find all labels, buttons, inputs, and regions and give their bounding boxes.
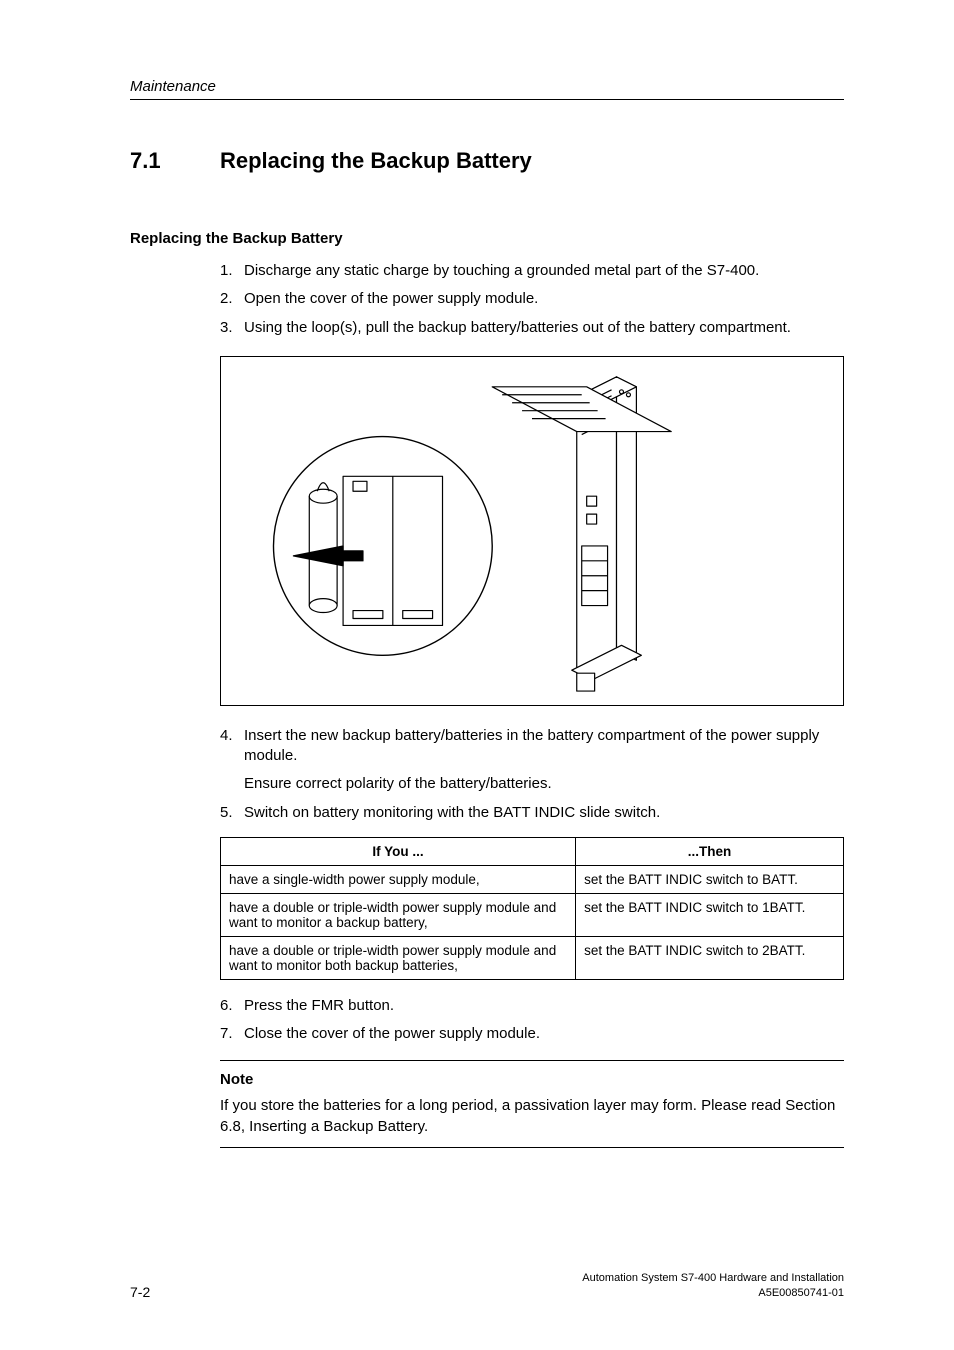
batt-indic-table: If You ... ...Then have a single-width p… (220, 837, 844, 980)
page-number: 7-2 (130, 1284, 150, 1300)
list-number: 7. (220, 1024, 244, 1044)
section-header: Maintenance (130, 78, 844, 99)
list-text: Open the cover of the power supply modul… (244, 289, 844, 309)
list-text: Insert the new backup battery/batteries … (244, 726, 844, 767)
module-illustration (221, 357, 843, 705)
note-title: Note (220, 1071, 844, 1088)
list-number: 3. (220, 318, 244, 338)
list-item: 3.Using the loop(s), pull the backup bat… (220, 318, 844, 338)
list-text: Close the cover of the power supply modu… (244, 1024, 844, 1044)
figure-battery-removal (220, 356, 844, 706)
table-header-then: ...Then (576, 837, 844, 865)
table-cell: have a single-width power supply module, (221, 865, 576, 893)
table-row: have a single-width power supply module,… (221, 865, 844, 893)
header-rule (130, 99, 844, 100)
note-body: If you store the batteries for a long pe… (220, 1096, 844, 1137)
list-text: Switch on battery monitoring with the BA… (244, 803, 844, 823)
table-row: have a double or triple-width power supp… (221, 936, 844, 979)
note-rule-bottom (220, 1147, 844, 1148)
table-cell: have a double or triple-width power supp… (221, 936, 576, 979)
footer-doc-title: Automation System S7-400 Hardware and In… (110, 1271, 844, 1285)
list-item: 2.Open the cover of the power supply mod… (220, 289, 844, 309)
table-cell: set the BATT INDIC switch to 2BATT. (576, 936, 844, 979)
footer-doc-id: A5E00850741-01 (110, 1286, 844, 1300)
list-number: 2. (220, 289, 244, 309)
table-row: have a double or triple-width power supp… (221, 893, 844, 936)
list-number: 4. (220, 726, 244, 767)
polarity-note: Ensure correct polarity of the battery/b… (244, 774, 844, 794)
table-header-if: If You ... (221, 837, 576, 865)
note-rule-top (220, 1060, 844, 1061)
list-number: 6. (220, 996, 244, 1016)
list-item: 5.Switch on battery monitoring with the … (220, 803, 844, 823)
table-cell: set the BATT INDIC switch to 1BATT. (576, 893, 844, 936)
page-heading: 7.1Replacing the Backup Battery (130, 148, 844, 174)
heading-number: 7.1 (130, 148, 220, 174)
subheading: Replacing the Backup Battery (130, 230, 844, 247)
list-item: 4.Insert the new backup battery/batterie… (220, 726, 844, 767)
list-text: Using the loop(s), pull the backup batte… (244, 318, 844, 338)
page-footer: Automation System S7-400 Hardware and In… (110, 1271, 844, 1300)
list-item: 1.Discharge any static charge by touchin… (220, 261, 844, 281)
list-number: 1. (220, 261, 244, 281)
list-number: 5. (220, 803, 244, 823)
list-text: Discharge any static charge by touching … (244, 261, 844, 281)
list-item: 7.Close the cover of the power supply mo… (220, 1024, 844, 1044)
list-text: Press the FMR button. (244, 996, 844, 1016)
table-cell: have a double or triple-width power supp… (221, 893, 576, 936)
heading-title: Replacing the Backup Battery (220, 148, 532, 173)
list-item: 6.Press the FMR button. (220, 996, 844, 1016)
table-cell: set the BATT INDIC switch to BATT. (576, 865, 844, 893)
